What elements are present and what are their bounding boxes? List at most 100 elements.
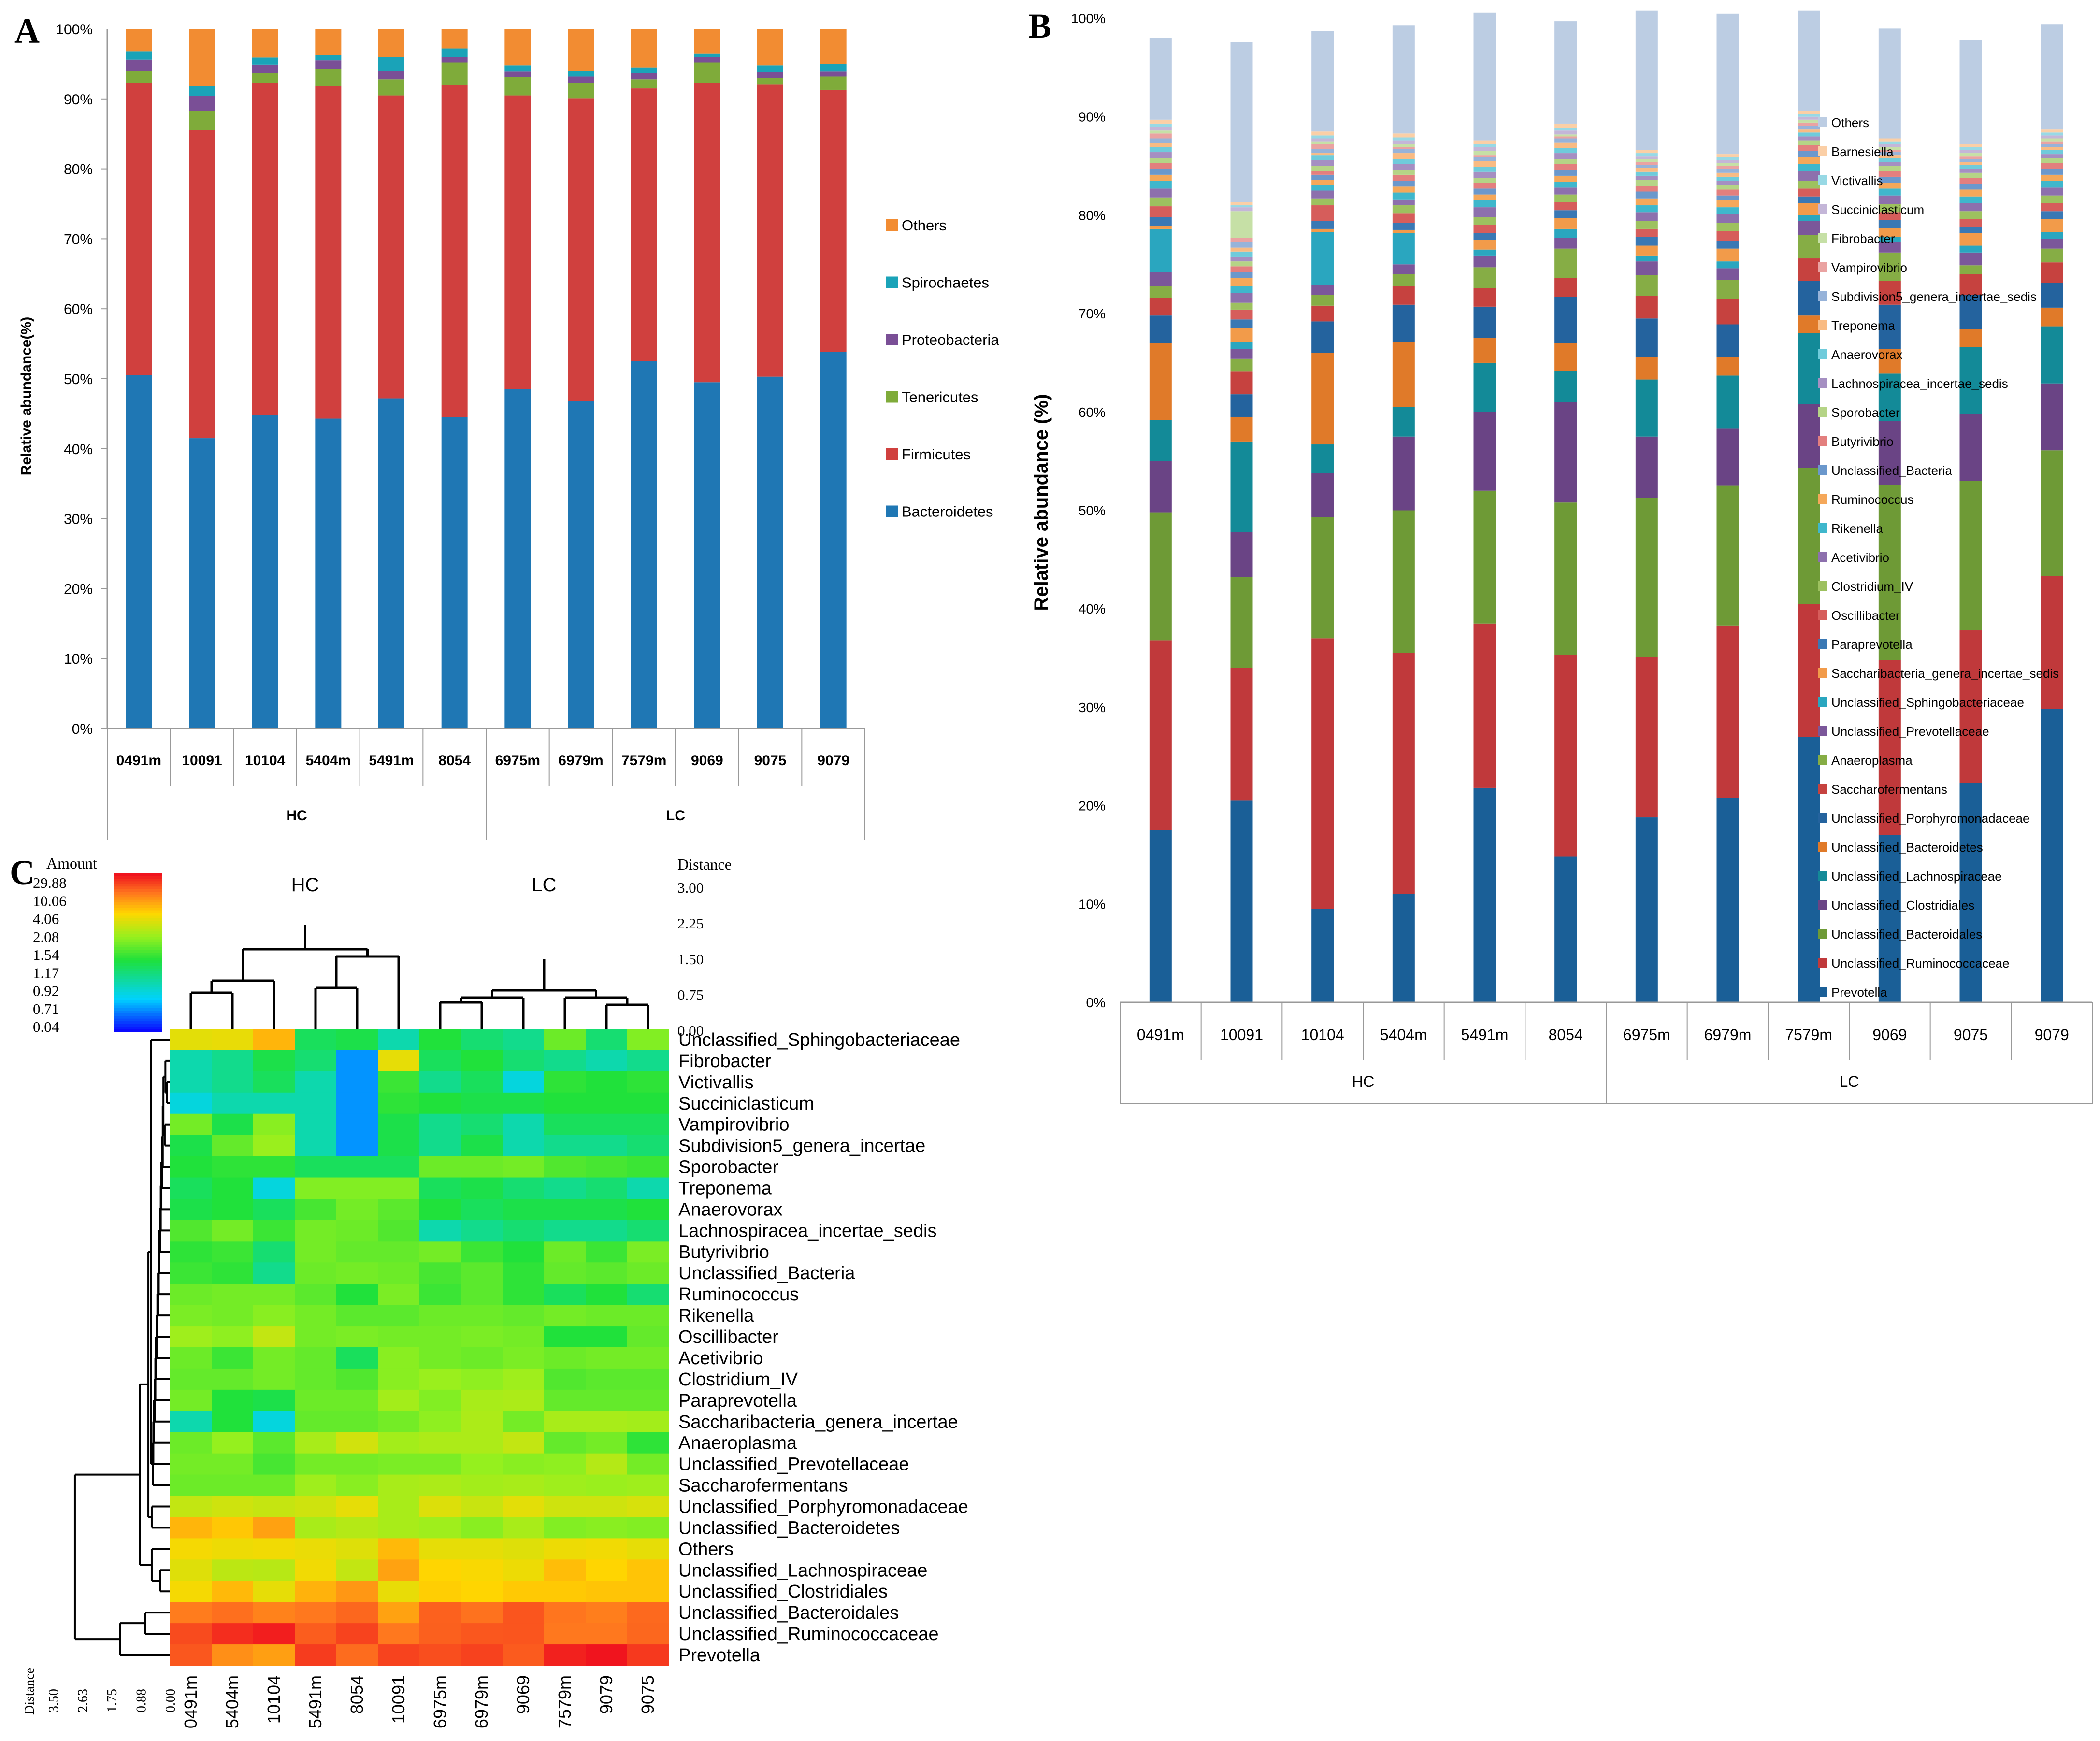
heatmap-cell-clostridium-iv-8054 (336, 1368, 378, 1390)
heatmap-cell-anaeroplasma-5404m (212, 1432, 254, 1454)
heatmap-cell-paraprevotella-8054 (336, 1389, 378, 1412)
color-scale-band (114, 881, 162, 885)
panel-b-legend-swatch-unclassified-ruminococcaceae (1818, 958, 1827, 968)
panel-b-bar-fibrobacter-10091 (1230, 211, 1253, 238)
panel-b-bar-rikenella-0491m (1149, 181, 1172, 189)
heatmap-row-label-paraprevotella: Paraprevotella (678, 1391, 797, 1411)
heatmap-cell-victivallis-8054 (336, 1071, 378, 1093)
panel-a-legend-label-bacteroidetes: Bacteroidetes (902, 503, 993, 520)
panel-b-legend-label-paraprevotella: Paraprevotella (1831, 637, 1913, 652)
heatmap-column-label-0491m: 0491m (181, 1675, 201, 1728)
color-scale-band (114, 957, 162, 961)
panel-b-bar-saccharofermentans-0491m (1149, 298, 1172, 316)
heatmap-cell-fibrobacter-5404m (212, 1050, 254, 1072)
heatmap-cell-subdivision5-genera-incertae-9079 (586, 1135, 628, 1157)
panel-b-bar-victivallis-5404m (1392, 137, 1415, 141)
heatmap-cell-unclassified-clostridiales-8054 (336, 1581, 378, 1602)
color-scale-band (114, 989, 162, 993)
color-scale-band (114, 915, 162, 919)
panel-b-bar-subdivision5-genera-incertae-sedis-5491m (1473, 157, 1496, 161)
heatmap-column-label-10091: 10091 (388, 1675, 408, 1724)
heatmap-cell-anaerovorax-6979m (461, 1199, 503, 1220)
heatmap-cell-unclassified-porphyromonadaceae-0491m (170, 1496, 212, 1518)
panel-b-bar-anaeroplasma-5404m (1392, 274, 1415, 286)
panel-a-bar-firmicutes-5404m (315, 86, 342, 419)
heatmap-cell-butyrivibrio-5404m (212, 1241, 254, 1263)
panel-b-bar-unclassified-sphingobacteriaceae-6979m (1716, 261, 1739, 269)
panel-a-bar-proteobacteria-5404m (315, 60, 342, 69)
heatmap-cell-succiniclasticum-5404m (212, 1092, 254, 1114)
panel-b-bar-treponema-10091 (1230, 247, 1253, 252)
panel-b-bar-others-10091 (1230, 42, 1253, 202)
column-cluster-label-hc: HC (291, 874, 319, 896)
heatmap-cell-unclassified-bacteroidales-0491m (170, 1602, 212, 1624)
heatmap-cell-anaerovorax-9079 (586, 1199, 628, 1220)
panel-b-bar-rikenella-7579m (1798, 164, 1820, 171)
panel-b-bar-butyrivibrio-9079 (2041, 163, 2063, 169)
panel-a-bar-tenericutes-9079 (820, 76, 847, 90)
heatmap-column-labels: 0491m 5404m 10104 5491m 8054 10091 6975m 6979m 9… (181, 1675, 658, 1728)
panel-b-bar-sporobacter-9079 (2041, 158, 2063, 163)
panel-b-bar-others-5404m (1392, 25, 1415, 134)
panel-b-xtick-label: 6975m (1623, 1026, 1670, 1043)
color-scale-label: 10.06 (33, 892, 67, 909)
panel-b-bar-unclassified-prevotellaceae-9069 (1878, 242, 1901, 253)
heatmap-cell-vampirovibrio-10104 (253, 1113, 295, 1136)
heatmap-cell-others-9075 (627, 1538, 669, 1560)
heatmap-cell-unclassified-lachnospiraceae-9069 (503, 1559, 545, 1581)
panel-b-legend-label-unclassified-bacteroidetes: Unclassified_Bacteroidetes (1831, 840, 1983, 855)
panel-b-bar-anaerovorax-10091 (1230, 251, 1253, 257)
panel-b-bar-others-6979m (1716, 13, 1739, 155)
heatmap-column-label-9069: 9069 (513, 1675, 533, 1714)
panel-b-bar-unclassified-porphyromonadaceae-10104 (1311, 321, 1334, 353)
panel-b-bar-saccharibacteria-genera-incertae-sedis-9079 (2041, 219, 2063, 232)
panel-b-bar-others-10104 (1311, 31, 1334, 132)
heatmap-cell-unclassified-bacteroidales-5404m (212, 1602, 254, 1624)
panel-a-bar-proteobacteria-0491m (126, 59, 152, 71)
panel-b-bar-prevotella-5404m (1392, 894, 1415, 1002)
color-scale-band (114, 892, 162, 895)
color-scale-band (114, 982, 162, 985)
heatmap-cell-unclassified-prevotellaceae-10104 (253, 1453, 295, 1475)
panel-b-bar-sporobacter-8054 (1554, 159, 1577, 164)
heatmap-cell-unclassified-clostridiales-9079 (586, 1581, 628, 1602)
panel-b-bar-vampirovibrio-6975m (1635, 162, 1658, 165)
heatmap-cell-unclassified-ruminococcaceae-10104 (253, 1623, 295, 1645)
panel-letter-c: C (10, 853, 35, 892)
heatmap-cell-unclassified-bacteria-8054 (336, 1262, 378, 1284)
panel-b-bar-saccharofermentans-9079 (2041, 262, 2063, 283)
panel-b-bar-victivallis-8054 (1554, 128, 1577, 131)
panel-a-bar-bacteroidetes-6975m (504, 389, 531, 728)
heatmap-column-label-9079: 9079 (596, 1675, 616, 1714)
heatmap-cell-unclassified-clostridiales-10091 (378, 1581, 420, 1602)
panel-b-bar-acetivibrio-0491m (1149, 188, 1172, 198)
panel-b-bar-butyrivibrio-0491m (1149, 163, 1172, 169)
color-scale-band (114, 992, 162, 996)
heatmap-cell-acetivibrio-7579m (544, 1347, 586, 1369)
panel-b-legend-label-butyrivibrio: Butyrivibrio (1831, 434, 1894, 449)
panel-b-bar-unclassified-clostridiales-9075 (1959, 414, 1982, 481)
panel-a-ytick-label: 60% (64, 301, 93, 317)
heatmap-row-label-unclassified-ruminococcaceae: Unclassified_Ruminococcaceae (678, 1624, 939, 1644)
panel-b-ytick-label: 60% (1079, 405, 1106, 420)
panel-a-xtick-label: 5404m (306, 753, 351, 769)
panel-b-bar-acetivibrio-5491m (1473, 207, 1496, 217)
panel-b-bar-sporobacter-6979m (1716, 185, 1739, 190)
heatmap-row-labels: Unclassified_SphingobacteriaceaeFibrobac… (678, 1030, 968, 1666)
heatmap-cell-clostridium-iv-10091 (378, 1368, 420, 1390)
heatmap-cell-unclassified-bacteria-9069 (503, 1262, 545, 1284)
panel-a-bar-firmicutes-7579m (631, 88, 657, 361)
panel-b-stacked-bar-chart: Relative abundance (%) 0% 10% 20% 30% 40% 50%… (1031, 10, 2093, 1104)
panel-a-bar-others-7579m (631, 29, 657, 68)
panel-a-bar-tenericutes-9069 (694, 62, 720, 83)
heatmap-cell-ruminococcus-5404m (212, 1284, 254, 1305)
color-scale-band (114, 939, 162, 943)
panel-b-bar-saccharibacteria-genera-incertae-sedis-9069 (1878, 228, 1901, 237)
panel-b-legend-label-anaeroplasma: Anaeroplasma (1831, 753, 1913, 768)
color-scale-band (114, 931, 162, 935)
row-dendrogram: 3.50 2.63 1.75 0.88 0.00 (46, 1038, 178, 1712)
heatmap-cell-ruminococcus-7579m (544, 1284, 586, 1305)
heatmap-cell-rikenella-9079 (586, 1305, 628, 1327)
row-distance-label: 0.88 (134, 1689, 149, 1712)
panel-b-bar-ruminococcus-6975m (1635, 198, 1658, 206)
